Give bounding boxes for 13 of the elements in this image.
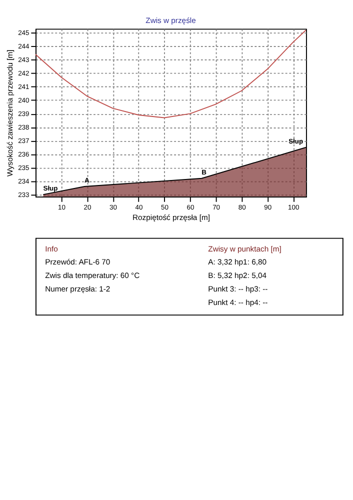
text: Zwisy w punktach [m] — [208, 244, 282, 254]
text: Numer przęsła: 1-2 — [45, 284, 110, 294]
text: A: 3,32 hp1: 6,80 — [208, 258, 266, 267]
text: Zwis dla temperatury: 60 °C — [45, 271, 140, 280]
line-series — [35, 30, 306, 118]
text: Punkt 3: -- hp3: -- — [208, 284, 268, 294]
y-axis-title: Wysokość zawieszenia przewodu [m] — [5, 50, 14, 177]
x-axis-title: Rozpiętość przęsła [m] — [132, 213, 210, 222]
chart-title: Zwis w przęśle — [146, 16, 196, 25]
text: B: 5,32 hp2: 5,04 — [208, 271, 268, 280]
text: Punkt 4: -- hp4: -- — [208, 298, 268, 307]
text: Przewód: AFL-6 70 — [45, 258, 110, 267]
text: Info — [45, 244, 58, 254]
